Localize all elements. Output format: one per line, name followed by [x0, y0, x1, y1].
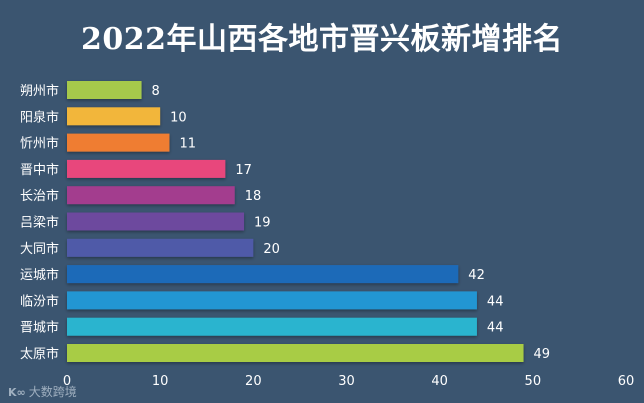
x-tick-label: 40 [431, 374, 448, 389]
category-label: 晋城市 [20, 320, 59, 336]
value-label: 10 [170, 110, 187, 125]
value-label: 44 [487, 321, 504, 336]
category-label: 阳泉市 [20, 109, 59, 125]
x-tick-label: 30 [338, 374, 355, 389]
category-label: 临汾市 [20, 293, 59, 309]
x-tick-label: 60 [618, 374, 635, 389]
watermark: K∞ 大数跨境 [8, 383, 77, 400]
value-label: 44 [487, 294, 504, 309]
value-label: 42 [468, 268, 485, 283]
category-label: 晋中市 [20, 162, 59, 178]
x-tick-label: 20 [245, 374, 262, 389]
category-label: 大同市 [20, 241, 59, 257]
category-label: 太原市 [20, 346, 59, 362]
x-tick-label: 0 [63, 374, 71, 389]
bar-长治市 [67, 186, 235, 205]
bar-忻州市 [67, 133, 170, 152]
bar-太原市 [67, 344, 524, 362]
value-label: 11 [179, 137, 196, 152]
bar-吕梁市 [67, 212, 245, 231]
value-label: 19 [254, 216, 271, 231]
value-label: 8 [152, 84, 160, 99]
x-tick-label: 50 [525, 374, 542, 389]
bar-晋城市 [67, 317, 477, 336]
category-label: 运城市 [20, 267, 59, 283]
chart-title: 2022年山西各地市晋兴板新增排名 [81, 22, 563, 57]
value-label: 49 [534, 347, 551, 362]
category-label: 长治市 [20, 188, 59, 204]
watermark-text: 大数跨境 [28, 385, 77, 399]
category-label: 朔州市 [20, 83, 59, 99]
bar-阳泉市 [67, 107, 161, 126]
bar-大同市 [67, 238, 254, 257]
value-label: 17 [235, 163, 252, 178]
bar-晋中市 [67, 159, 226, 178]
value-label: 20 [263, 242, 280, 257]
x-tick-label: 10 [152, 374, 169, 389]
category-label: 忻州市 [20, 136, 59, 152]
category-label: 吕梁市 [20, 215, 59, 231]
bar-朔州市 [67, 81, 142, 99]
bar-运城市 [67, 265, 459, 284]
value-label: 18 [245, 189, 262, 204]
watermark-logo: K∞ [8, 386, 26, 399]
bar-临汾市 [67, 291, 477, 310]
